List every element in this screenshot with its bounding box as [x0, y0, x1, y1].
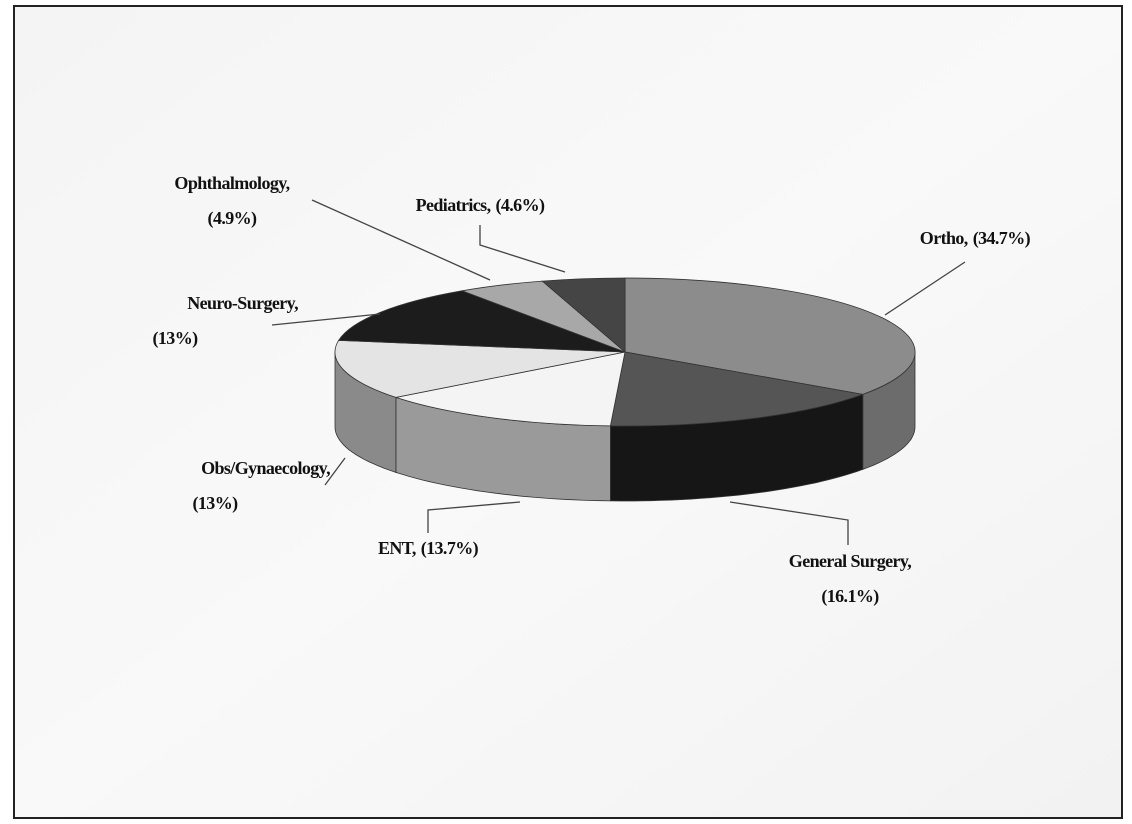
value-label: (4.9%) — [208, 208, 257, 229]
data-label: Pediatrics, (4.6%) — [416, 195, 545, 216]
pie-slice — [394, 351, 626, 427]
value-label: (13.7%) — [421, 538, 479, 559]
data-label: Obs/Gynaecology, — [201, 458, 330, 478]
value-label: (34.7%) — [973, 228, 1031, 249]
leader-line — [884, 261, 966, 316]
leader-line — [729, 501, 849, 545]
value-label: (13%) — [153, 328, 199, 349]
leader-line — [324, 457, 346, 486]
pie-tops — [334, 277, 916, 427]
category-label: ENT, — [378, 538, 416, 558]
data-label: ENT, (13.7%) — [378, 538, 479, 559]
value-label: (13%) — [193, 493, 239, 514]
data-label: (13%) — [193, 493, 239, 514]
data-label: Neuro-Surgery, — [187, 293, 298, 313]
value-label: (16.1%) — [821, 586, 879, 607]
leader-line — [271, 313, 381, 326]
pie-slice — [609, 351, 865, 427]
data-label: (16.1%) — [821, 586, 879, 607]
category-label: Obs/Gynaecology, — [201, 458, 330, 478]
value-label: (4.6%) — [495, 195, 544, 216]
data-label: Ortho, (34.7%) — [920, 228, 1031, 249]
category-label: Pediatrics, — [416, 195, 491, 215]
data-label: General Surgery, — [789, 551, 911, 571]
leader-line — [427, 501, 521, 533]
category-label: Ophthalmology, — [174, 173, 289, 193]
pie-slice — [624, 277, 916, 395]
data-label: (4.9%) — [208, 208, 257, 229]
pie-sides — [334, 351, 916, 502]
leader-line — [479, 225, 566, 273]
data-label: Ophthalmology, — [174, 173, 289, 193]
data-label: (13%) — [153, 328, 199, 349]
category-label: General Surgery, — [789, 551, 911, 571]
category-label: Neuro-Surgery, — [187, 293, 298, 313]
pie-slice — [541, 277, 626, 353]
category-label: Ortho, — [920, 228, 968, 248]
pie-slice — [337, 290, 626, 353]
pie-labels: Ortho, (34.7%) General Surgery, (16.1%) ENT,… — [153, 173, 1032, 607]
pie-slice — [334, 339, 626, 398]
leader-line — [311, 199, 491, 281]
